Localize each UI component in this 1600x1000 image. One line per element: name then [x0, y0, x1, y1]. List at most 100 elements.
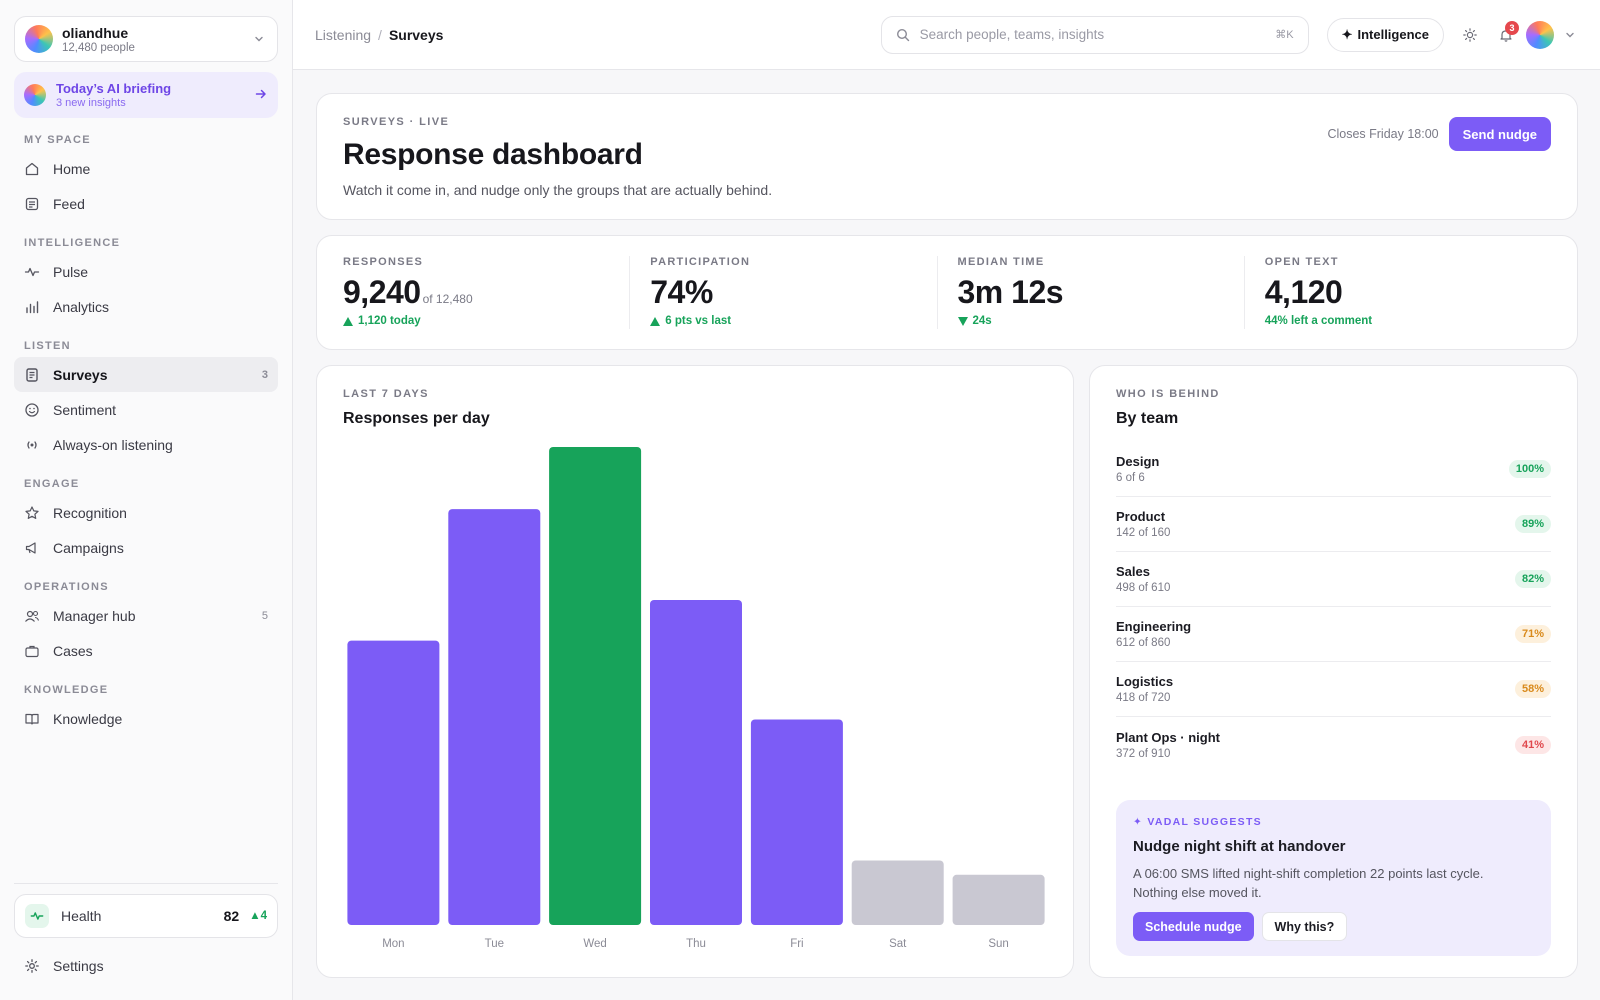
chevron-down-icon[interactable]	[1562, 27, 1578, 43]
arrow-right-icon	[254, 87, 268, 104]
x-tick-label: Sun	[988, 938, 1008, 950]
stat-trend-text: 1,120 today	[358, 315, 421, 327]
x-tick-label: Mon	[382, 938, 404, 950]
team-count: 372 of 910	[1116, 747, 1171, 760]
sidebar-item-label: Analytics	[53, 298, 110, 315]
breadcrumb: Listening / Surveys	[315, 27, 881, 43]
sidebar-item-label: Pulse	[53, 263, 89, 280]
x-tick-label: Tue	[485, 938, 504, 950]
team-name: Plant Ops · night	[1116, 729, 1220, 745]
sidebar-item-feed[interactable]: Feed	[14, 186, 278, 221]
intelligence-label: Intelligence	[1357, 27, 1429, 42]
bar-wed[interactable]	[549, 447, 642, 925]
team-percent-badge: 41%	[1514, 735, 1551, 754]
stat-open-text: OPEN TEXT 4,120 44% left a comment	[1243, 256, 1551, 329]
send-nudge-button[interactable]: Send nudge	[1448, 117, 1551, 151]
intelligence-button[interactable]: ✦ Intelligence	[1326, 17, 1444, 52]
bar-fri[interactable]	[750, 719, 843, 926]
sidebar-item-analytics[interactable]: Analytics	[14, 289, 278, 324]
search-shortcut: ⌘K	[1275, 29, 1294, 41]
notifications-button[interactable]: 3	[1492, 20, 1520, 49]
sidebar-item-settings[interactable]: Settings	[14, 948, 278, 984]
page-title: Response dashboard	[343, 138, 643, 171]
team-count: 498 of 610	[1116, 582, 1171, 594]
nav-section-listen: LISTEN	[24, 340, 71, 352]
chevron-down-icon	[251, 31, 267, 47]
org-switcher[interactable]: oliandhue 12,480 people	[14, 16, 278, 62]
stats-card: RESPONSES 9,240 of 12,480 1,120 today PAR…	[316, 235, 1578, 350]
bar-thu[interactable]	[650, 600, 742, 925]
sidebar-item-recognition[interactable]: Recognition	[14, 495, 278, 530]
x-tick-label: Wed	[583, 938, 606, 950]
team-percent-badge: 82%	[1514, 570, 1551, 588]
settings-label: Settings	[53, 958, 104, 974]
stat-value: 3m 12s	[957, 274, 1064, 310]
survey-icon	[24, 367, 40, 383]
sidebar-item-pulse[interactable]: Pulse	[14, 254, 278, 289]
sidebar-item-home[interactable]: Home	[14, 151, 278, 186]
sidebar-item-label: Manager hub	[53, 607, 136, 624]
team-row[interactable]: Sales 498 of 610 82%	[1116, 552, 1551, 607]
triangle-up-icon	[650, 316, 661, 326]
sidebar-item-sentiment[interactable]: Sentiment	[14, 392, 278, 427]
sidebar-item-count: 5	[261, 609, 268, 622]
team-row[interactable]: Design 6 of 6 100%	[1116, 442, 1551, 497]
sidebar-item-manager-hub[interactable]: Manager hub 5	[14, 598, 278, 633]
bar-sun[interactable]	[952, 874, 1045, 925]
book-icon	[24, 711, 40, 727]
health-widget[interactable]: Health 82 ▲4	[14, 894, 278, 938]
stat-median-time: MEDIAN TIME 3m 12s 24s	[936, 256, 1244, 329]
triangle-up-icon	[343, 316, 353, 326]
broadcast-icon	[24, 437, 40, 453]
ai-suggestion-card: ✦ VADAL SUGGESTS Nudge night shift at ha…	[1116, 800, 1551, 956]
smile-icon	[24, 402, 40, 418]
sun-icon	[1463, 27, 1477, 42]
briefing-title: Today’s AI briefing	[56, 81, 172, 96]
team-row[interactable]: Logistics 418 of 720 58%	[1116, 662, 1551, 717]
team-row[interactable]: Plant Ops · night 372 of 910 41%	[1116, 717, 1551, 772]
team-eyebrow: WHO IS BEHIND	[1116, 388, 1220, 400]
sidebar-divider	[14, 883, 278, 884]
sidebar-item-label: Recognition	[53, 504, 127, 521]
sidebar-item-always-on-listening[interactable]: Always-on listening	[14, 427, 278, 462]
sidebar-item-count: 3	[261, 368, 268, 381]
sidebar-item-knowledge[interactable]: Knowledge	[14, 701, 278, 736]
user-avatar[interactable]	[1526, 20, 1554, 49]
users-icon	[24, 608, 40, 624]
theme-toggle[interactable]	[1456, 21, 1484, 49]
search-box[interactable]: ⌘K	[880, 15, 1309, 54]
feed-icon	[24, 196, 40, 212]
bar-mon[interactable]	[347, 640, 440, 925]
nav-section-knowledge: KNOWLEDGE	[24, 684, 109, 696]
briefing-subtitle: 3 new insights	[56, 97, 126, 109]
team-row[interactable]: Engineering 612 of 860 71%	[1116, 607, 1551, 662]
schedule-nudge-button[interactable]: Schedule nudge	[1133, 912, 1254, 941]
megaphone-icon	[24, 540, 40, 556]
suggestion-eyebrow: ✦ VADAL SUGGESTS	[1133, 816, 1534, 828]
stat-value: 4,120	[1264, 274, 1343, 310]
bar-tue[interactable]	[448, 509, 541, 925]
why-this-button[interactable]: Why this?	[1261, 912, 1348, 941]
team-list: Design 6 of 6 100% Product 142 of 160 89% …	[1116, 442, 1551, 772]
sidebar-item-surveys[interactable]: Surveys 3	[14, 357, 278, 392]
health-label: Health	[61, 908, 102, 924]
search-input[interactable]	[919, 27, 1276, 42]
bar-sat[interactable]	[851, 860, 944, 926]
responses-chart-card: LAST 7 DAYS Responses per day Mon Tue Wed T…	[316, 365, 1074, 978]
sidebar-item-campaigns[interactable]: Campaigns	[14, 530, 278, 565]
stat-trend: 6 pts vs last	[650, 315, 936, 327]
team-row[interactable]: Product 142 of 160 89%	[1116, 497, 1551, 552]
responses-bar-chart: Mon Tue Wed Thu Fri Sat Sun	[347, 447, 1045, 950]
breadcrumb-parent[interactable]: Listening	[315, 26, 372, 43]
chart-eyebrow: LAST 7 DAYS	[343, 388, 429, 400]
notification-badge: 3	[1505, 20, 1519, 35]
sidebar-item-label: Campaigns	[53, 539, 124, 556]
sidebar-item-cases[interactable]: Cases	[14, 633, 278, 668]
stat-of-total: of 12,480	[422, 292, 473, 306]
team-name: Product	[1116, 509, 1166, 524]
ai-briefing-card[interactable]: Today’s AI briefing 3 new insights	[14, 72, 278, 118]
sidebar-item-label: Always-on listening	[53, 436, 173, 453]
x-tick-label: Thu	[686, 938, 706, 950]
triangle-down-icon	[957, 316, 968, 326]
x-tick-label: Sat	[889, 938, 907, 950]
